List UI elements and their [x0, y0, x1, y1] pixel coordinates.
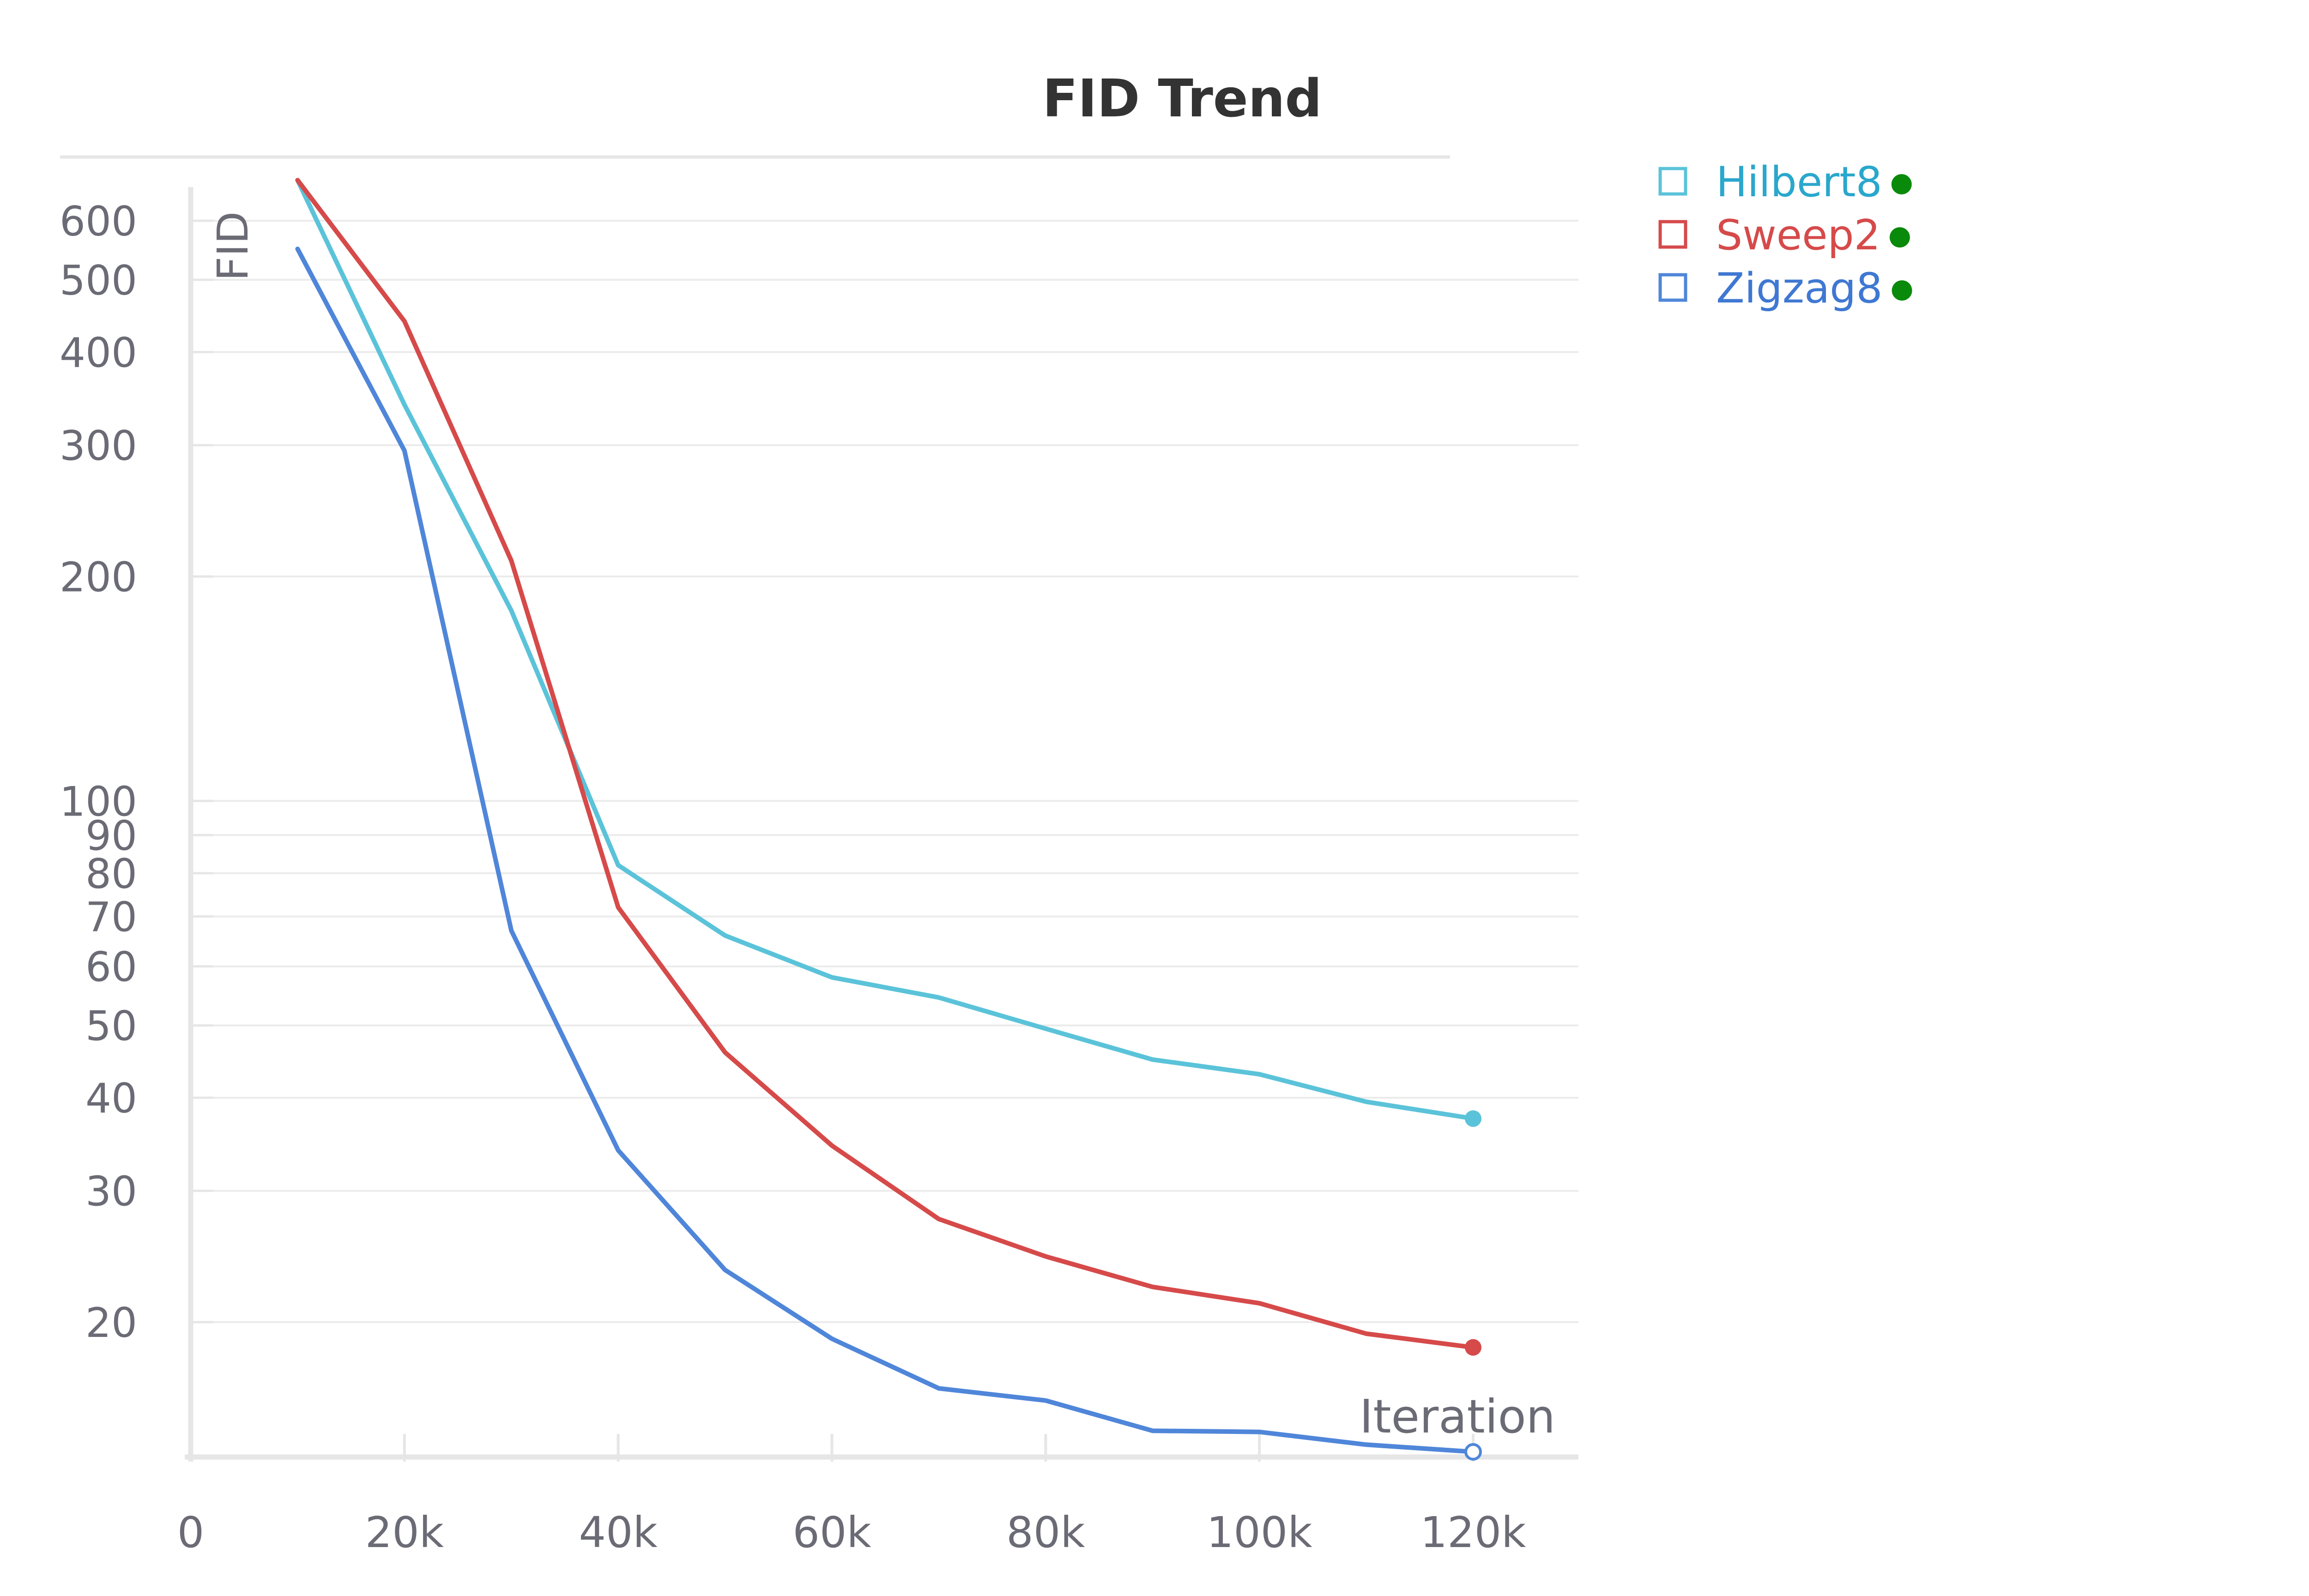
- legend-label: Sweep2: [1716, 211, 1880, 260]
- x-tick-label: 120k: [1420, 1508, 1527, 1557]
- y-tick-label: 20: [85, 1299, 137, 1347]
- legend-label: Hilbert8: [1716, 158, 1882, 206]
- series-line-sweep2: [295, 178, 1475, 1350]
- status-dot-icon: [1889, 227, 1910, 248]
- legend-swatch[interactable]: [1658, 167, 1687, 196]
- series-line-zigzag8: [295, 247, 1475, 1454]
- series-endpoint-hilbert8: [1465, 1110, 1481, 1127]
- x-tick-label: 80k: [1006, 1508, 1085, 1557]
- y-tick-label: 600: [60, 198, 137, 245]
- series-line-hilbert8: [295, 178, 1475, 1121]
- y-tick-label: 80: [85, 850, 137, 898]
- legend-label: Zigzag8: [1716, 264, 1883, 313]
- y-tick-label: 90: [85, 812, 137, 859]
- legend-item-zigzag8[interactable]: Zigzag8: [1658, 264, 1912, 313]
- x-tick-label: 60k: [792, 1508, 871, 1557]
- y-tick-label: 100: [60, 778, 137, 825]
- y-tick-label: 500: [60, 257, 137, 304]
- x-axis-label: Iteration: [1360, 1390, 1555, 1444]
- series-lines: [295, 178, 1482, 1461]
- legend-item-hilbert8[interactable]: Hilbert8: [1658, 158, 1912, 206]
- legend-swatch[interactable]: [1658, 220, 1687, 249]
- x-tick-label: 40k: [579, 1508, 658, 1557]
- y-tick-label: 50: [85, 1002, 137, 1050]
- y-tick-label: 70: [85, 894, 137, 941]
- x-tick-label: 0: [177, 1508, 205, 1557]
- grid-lines: [191, 220, 1578, 1323]
- y-tick-label: 40: [85, 1075, 137, 1122]
- status-dot-icon: [1892, 280, 1912, 301]
- x-axis-ticks: 0 20k 40k 60k 80k 100k 120k: [177, 1434, 1526, 1557]
- y-tick-label: 60: [85, 943, 137, 991]
- legend-swatch[interactable]: [1658, 273, 1687, 302]
- y-tick-label: 200: [60, 553, 137, 601]
- series-endpoint-sweep2: [1465, 1339, 1481, 1356]
- y-axis-label: FID: [208, 212, 258, 281]
- x-tick-label: 20k: [365, 1508, 444, 1557]
- y-tick-label: 30: [85, 1168, 137, 1215]
- series-endpoint-zigzag8: [1464, 1443, 1482, 1461]
- legend-item-sweep2[interactable]: Sweep2: [1658, 211, 1910, 260]
- x-tick-label: 100k: [1207, 1508, 1313, 1557]
- y-tick-label: 400: [60, 329, 137, 376]
- y-tick-label: 300: [60, 422, 137, 470]
- status-dot-icon: [1891, 174, 1912, 194]
- chart-title: FID Trend: [1042, 69, 1322, 129]
